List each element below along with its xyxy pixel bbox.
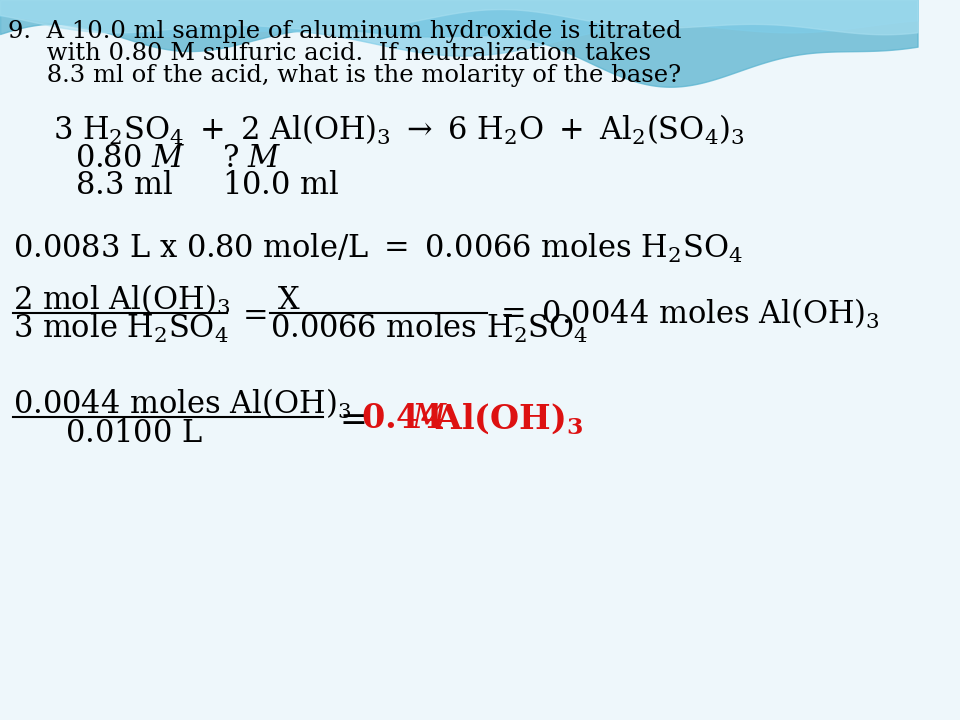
Text: 9.  A 10.0 ml sample of aluminum hydroxide is titrated: 9. A 10.0 ml sample of aluminum hydroxid… [8,20,682,43]
Text: $=$: $=$ [332,402,366,434]
Text: $\mathregular{0.0066\ moles\ H_2SO_4}$: $\mathregular{0.0066\ moles\ H_2SO_4}$ [271,312,588,345]
Text: $\mathregular{0.0044\ moles\ Al(OH)_3}$: $\mathregular{0.0044\ moles\ Al(OH)_3}$ [13,387,351,421]
Text: $\mathit{M}$: $\mathit{M}$ [411,402,448,435]
Text: $\mathregular{X}$: $\mathregular{X}$ [277,284,300,315]
Text: with 0.80 M sulfuric acid.  If neutralization takes: with 0.80 M sulfuric acid. If neutraliza… [8,42,651,65]
Text: $\mathregular{0.80}\ \mathit{M}$: $\mathregular{0.80}\ \mathit{M}$ [75,143,185,174]
Text: $\mathregular{0.0100\ L}$: $\mathregular{0.0100\ L}$ [65,418,203,449]
Text: $\mathregular{0.44}$: $\mathregular{0.44}$ [361,402,444,435]
Text: $\mathregular{2\ mol\ Al(OH)_3}$: $\mathregular{2\ mol\ Al(OH)_3}$ [13,283,230,317]
Text: 8.3 ml of the acid, what is the molarity of the base?: 8.3 ml of the acid, what is the molarity… [8,64,681,87]
Text: $=$: $=$ [237,299,267,330]
Text: $\mathregular{3\ H_2SO_4\ +\ 2\ Al(OH)_3\ \rightarrow\ 6\ H_2O\ +\ Al_2(SO_4)_3}: $\mathregular{3\ H_2SO_4\ +\ 2\ Al(OH)_3… [53,113,744,147]
Text: $\mathregular{?}\ \mathit{M}$: $\mathregular{?}\ \mathit{M}$ [222,143,281,174]
Text: $\mathregular{3\ mole\ H_2SO_4}$: $\mathregular{3\ mole\ H_2SO_4}$ [13,312,229,345]
Text: $\mathregular{=\ 0.0044\ moles\ Al(OH)_3}$: $\mathregular{=\ 0.0044\ moles\ Al(OH)_3… [495,297,880,331]
Text: $\mathregular{10.0\ ml}$: $\mathregular{10.0\ ml}$ [222,169,339,200]
Text: $\mathregular{Al(OH)_3}$: $\mathregular{Al(OH)_3}$ [435,401,583,436]
Text: $\mathregular{0.0083\ L\ x\ 0.80\ mole/L\ =\ 0.0066\ moles\ H_2SO_4}$: $\mathregular{0.0083\ L\ x\ 0.80\ mole/L… [13,231,743,264]
Text: $\mathregular{8.3\ ml}$: $\mathregular{8.3\ ml}$ [75,169,173,200]
